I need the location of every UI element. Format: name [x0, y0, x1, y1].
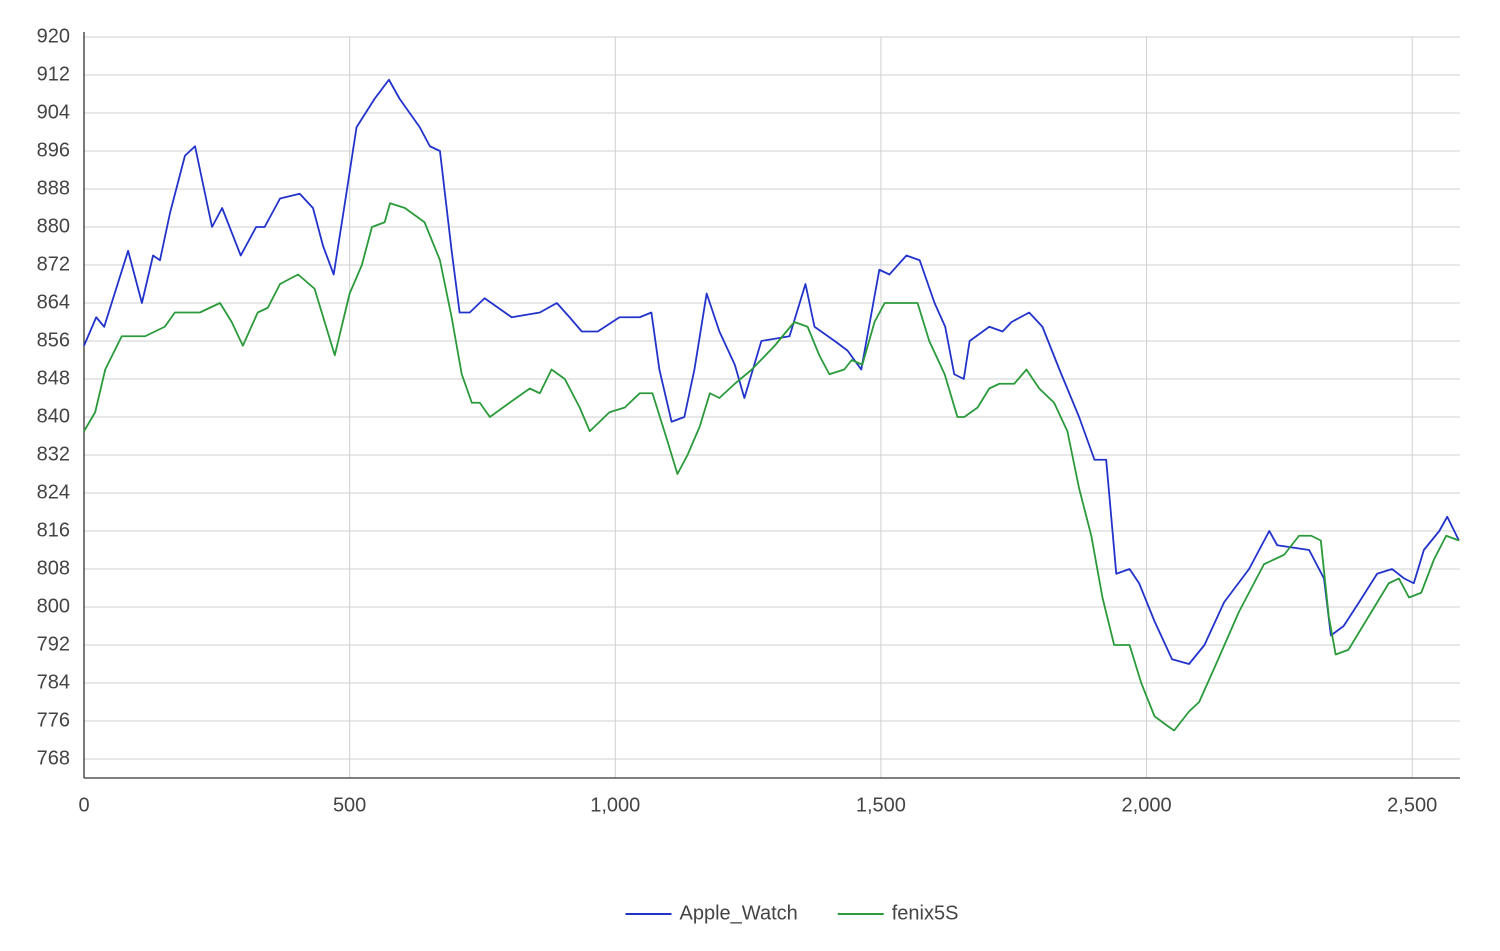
y-tick-label: 904	[37, 101, 70, 123]
x-tick-label: 500	[333, 794, 366, 816]
y-tick-label: 792	[37, 633, 70, 655]
y-tick-label: 888	[37, 177, 70, 199]
y-tick-label: 872	[37, 253, 70, 275]
y-tick-label: 840	[37, 405, 70, 427]
data-line	[83, 202, 1460, 732]
y-tick-label: 776	[37, 709, 70, 731]
y-tick-label: 824	[37, 481, 70, 503]
x-tick-label: 2,000	[1122, 794, 1172, 816]
y-tick-label: 768	[37, 747, 70, 769]
x-tick-label: 1,000	[590, 794, 640, 816]
y-tick-label: 808	[37, 557, 70, 579]
y-tick-label: 816	[37, 519, 70, 541]
y-tick-label: 784	[37, 671, 70, 693]
legend-label: Apple_Watch	[680, 902, 798, 924]
x-tick-label: 1,500	[856, 794, 906, 816]
y-tick-label: 848	[37, 367, 70, 389]
y-tick-label: 832	[37, 443, 70, 465]
y-tick-label: 912	[37, 63, 70, 85]
y-tick-label: 920	[37, 25, 70, 47]
x-tick-label: 0	[78, 794, 89, 816]
y-tick-label: 896	[37, 139, 70, 161]
data-line	[83, 78, 1460, 665]
y-tick-label: 864	[37, 291, 70, 313]
y-tick-label: 800	[37, 595, 70, 617]
x-tick-label: 2,500	[1387, 794, 1437, 816]
legend-label: fenix5S	[892, 902, 959, 924]
y-tick-label: 880	[37, 215, 70, 237]
y-tick-label: 856	[37, 329, 70, 351]
legend: Apple_Watch fenix5S	[625, 902, 959, 924]
